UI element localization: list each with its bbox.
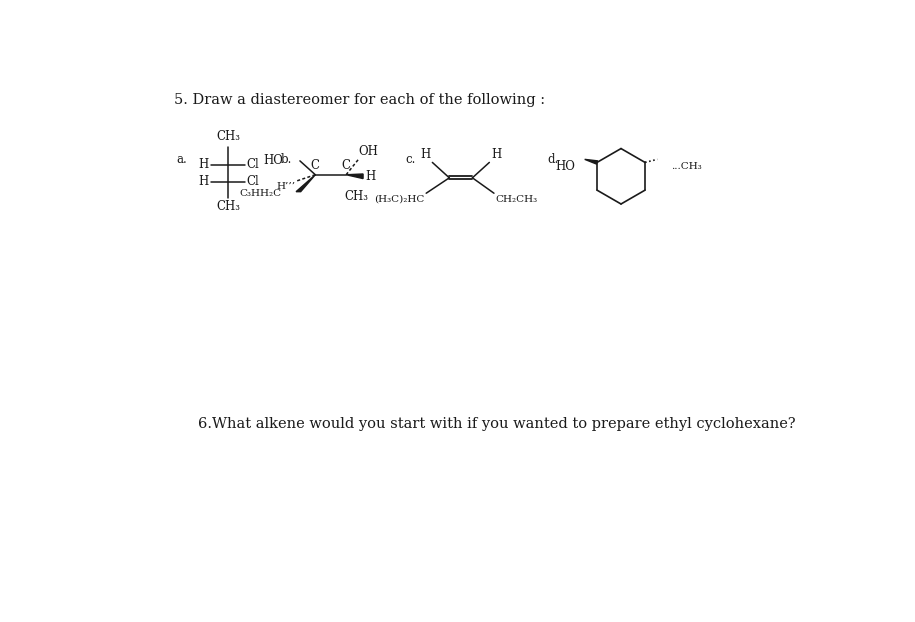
Text: HO: HO: [264, 154, 283, 167]
Text: (H₃C)₂HC: (H₃C)₂HC: [374, 195, 425, 204]
Text: c.: c.: [405, 153, 415, 166]
Text: CH₃: CH₃: [345, 190, 369, 203]
Text: H’’’: H’’’: [276, 182, 296, 192]
Text: C: C: [311, 159, 320, 172]
Text: CH₃: CH₃: [216, 200, 241, 213]
Polygon shape: [296, 175, 316, 192]
Text: CH₂CH₃: CH₂CH₃: [496, 195, 538, 204]
Text: H: H: [490, 148, 501, 161]
Text: ...CH₃: ...CH₃: [671, 162, 702, 171]
Text: 6.What alkene would you start with if you wanted to prepare ethyl cyclohexane?: 6.What alkene would you start with if yo…: [198, 417, 795, 430]
Text: Cl: Cl: [247, 158, 260, 171]
Text: H: H: [421, 148, 431, 161]
Text: d.: d.: [548, 153, 559, 166]
Text: a.: a.: [177, 153, 188, 166]
Polygon shape: [585, 159, 597, 164]
Polygon shape: [346, 174, 363, 179]
Text: C: C: [341, 159, 350, 172]
Text: CH₃: CH₃: [216, 130, 241, 143]
Text: b.: b.: [281, 153, 292, 166]
Text: C₃HH₂C: C₃HH₂C: [240, 188, 282, 198]
Text: Cl: Cl: [247, 175, 260, 188]
Text: H: H: [199, 175, 209, 188]
Text: 5. Draw a diastereomer for each of the following :: 5. Draw a diastereomer for each of the f…: [175, 93, 545, 107]
Text: H: H: [365, 170, 376, 183]
Text: HO: HO: [555, 160, 576, 173]
Text: H: H: [199, 158, 209, 171]
Text: OH: OH: [359, 145, 378, 158]
